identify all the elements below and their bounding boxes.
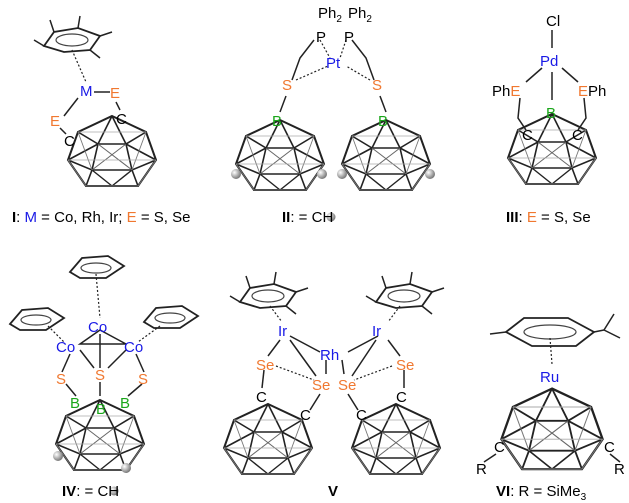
ch-ball-icon [337, 169, 347, 179]
legend-ch-ball-icon [326, 212, 336, 222]
ph-e-left: PhE [492, 83, 520, 100]
caption-VI: VI: R = SiMe3 [496, 483, 587, 503]
atom-C-left: C [522, 127, 533, 144]
structure-VI: Ru C C R R VI: R = SiMe3 [476, 313, 625, 503]
atom-P-right: P [344, 29, 354, 46]
structure-III: Cl Pd PhE EPh B C C III: E = S, Se [492, 13, 606, 226]
structure-I: M E E C C I: M = Co, Rh, Ir; E = S, Se [12, 15, 190, 226]
atom-Rh: Rh [320, 347, 339, 364]
atom-P-left: P [316, 29, 326, 46]
atom-Se-mid-right: Se [338, 377, 356, 394]
ch-ball-icon [425, 169, 435, 179]
atom-C-inner-left: C [300, 407, 311, 424]
atom-C-left: C [64, 133, 75, 150]
atom-Se-right: Se [396, 357, 414, 374]
atom-B-right: B [120, 395, 130, 412]
atom-S-right: S [138, 371, 148, 388]
caption-II: II: = CH [282, 209, 333, 226]
atom-C-far-right: C [396, 389, 407, 406]
atom-Cl: Cl [546, 13, 560, 30]
structure-II: P Ph2 P Ph2 Pt S S B B II: = CH [231, 5, 435, 226]
atom-Pt: Pt [326, 55, 341, 72]
ch-ball-icon [53, 451, 63, 461]
ph2-right: Ph2 [348, 5, 372, 25]
atom-Pd: Pd [540, 53, 558, 70]
ch-ball-icon [317, 169, 327, 179]
atom-Ru: Ru [540, 369, 559, 386]
atom-Ir-left: Ir [278, 323, 287, 340]
atom-S-mid: S [95, 367, 105, 384]
atom-Ir-right: Ir [372, 323, 381, 340]
atom-S-left: S [282, 77, 292, 94]
atom-B-right: B [378, 113, 388, 130]
legend-ch-ball-icon [109, 486, 119, 496]
atom-M: M [80, 83, 93, 100]
caption-IV: IV: = CH [62, 483, 119, 500]
atom-Se-left: Se [256, 357, 274, 374]
atom-B: B [546, 105, 556, 122]
atom-B-left: B [272, 113, 282, 130]
atom-R-right: R [614, 461, 625, 478]
atom-E-upper: E [110, 85, 120, 102]
atom-Co-right: Co [124, 339, 143, 356]
atom-Se-mid-left: Se [312, 377, 330, 394]
atom-C-right: C [116, 111, 127, 128]
atom-S-left: S [56, 371, 66, 388]
atom-B-mid: B [96, 401, 106, 418]
structure-IV: Co Co Co S S S B B B IV: = CH [9, 255, 199, 500]
structure-V: Ir Ir Rh Se Se Se Se C C C C V [223, 271, 445, 500]
atom-E-lower: E [50, 113, 60, 130]
ph2-left: Ph2 [318, 5, 342, 25]
atom-R-left: R [476, 461, 487, 478]
atom-Co-top: Co [88, 319, 107, 336]
atom-S-right: S [372, 77, 382, 94]
e-ph-right: EPh [578, 83, 606, 100]
ch-ball-icon [121, 463, 131, 473]
caption-I: I: M = Co, Rh, Ir; E = S, Se [12, 209, 190, 226]
atom-Co-left: Co [56, 339, 75, 356]
ch-ball-icon [231, 169, 241, 179]
atom-B-left: B [70, 395, 80, 412]
atom-C-far-left: C [256, 389, 267, 406]
atom-C-right: C [604, 439, 615, 456]
caption-III: III: E = S, Se [506, 209, 591, 226]
caption-V: V [328, 483, 338, 500]
atom-C-left: C [494, 439, 505, 456]
atom-C-inner-right: C [356, 407, 367, 424]
atom-C-right: C [572, 127, 583, 144]
